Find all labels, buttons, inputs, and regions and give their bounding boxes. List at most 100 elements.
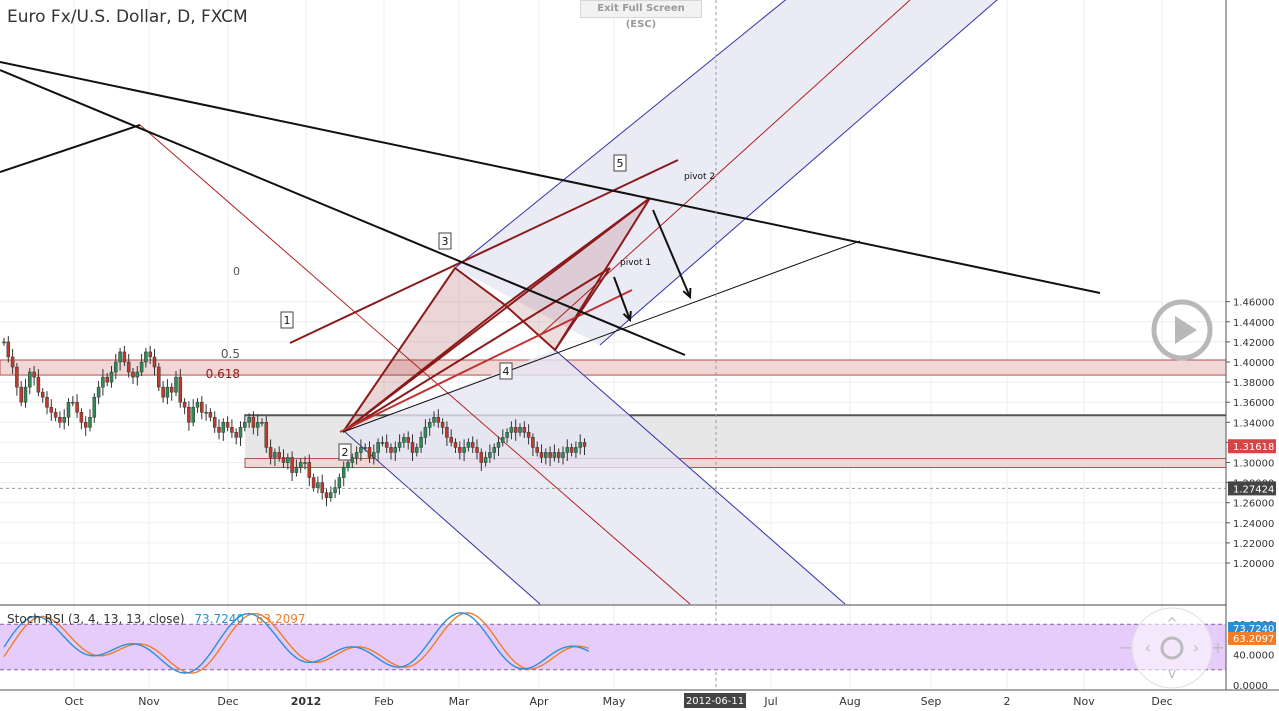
- candle: [105, 376, 109, 383]
- candle: [544, 452, 548, 458]
- indicator-d-value: 63.2097: [255, 612, 306, 626]
- stoch-k-tag-label: 73.7240: [1233, 624, 1274, 635]
- pitchfork-up-edge: [454, 0, 787, 269]
- stoch-tick-label: 40.0000: [1233, 651, 1274, 662]
- time-tick-label: 2: [1004, 695, 1011, 708]
- candle: [432, 417, 436, 423]
- candle: [303, 462, 307, 464]
- pitchfork-up-edge: [599, 0, 998, 346]
- candle: [582, 442, 587, 447]
- wave-label: 5: [617, 157, 624, 170]
- candle: [45, 396, 49, 408]
- stoch-rsi-pane[interactable]: [0, 604, 1279, 674]
- candle: [174, 376, 178, 393]
- candle: [548, 452, 552, 458]
- candle: [552, 452, 557, 458]
- indicator-k-value: 73.7240: [194, 612, 245, 626]
- svg-text:^: ^: [1166, 616, 1178, 632]
- candle: [466, 442, 471, 448]
- svg-text:‹: ‹: [1145, 638, 1151, 657]
- candle: [389, 447, 393, 453]
- chart-title: Euro Fx/U.S. Dollar, D, FXCM: [7, 7, 248, 27]
- candle: [92, 396, 97, 418]
- time-tick-label: Jul: [763, 695, 777, 708]
- candle: [483, 457, 488, 463]
- candle: [449, 437, 453, 443]
- wave-label-box: [280, 311, 294, 329]
- candle: [66, 401, 71, 418]
- candle: [509, 427, 514, 433]
- candle: [488, 452, 492, 458]
- candle: [316, 482, 320, 488]
- wave-label: 4: [503, 365, 510, 378]
- candle: [204, 412, 208, 414]
- candle: [122, 351, 127, 363]
- time-tick-label: Feb: [374, 695, 393, 708]
- candle: [565, 447, 570, 453]
- candle: [578, 442, 582, 448]
- trendline: [0, 124, 141, 173]
- price-tick-label: 1.44000: [1233, 318, 1274, 329]
- price-tick-label: 1.46000: [1233, 298, 1274, 309]
- candle: [402, 437, 406, 443]
- pitchfork-down: [345, 350, 845, 604]
- reset-icon[interactable]: [1160, 636, 1184, 660]
- candle: [15, 366, 19, 388]
- crosshair-date-label: 2012-06-11: [686, 696, 744, 707]
- drawings: [0, 0, 1226, 690]
- candle: [539, 452, 544, 458]
- candle: [341, 467, 346, 478]
- candle: [247, 417, 251, 423]
- candle: [195, 401, 200, 408]
- candle: [49, 406, 54, 413]
- pitchfork-up: [455, 0, 997, 345]
- candle: [169, 386, 174, 393]
- candle: [410, 442, 415, 453]
- last-price-tag: [1228, 439, 1276, 454]
- time-tick-label: May: [603, 695, 626, 708]
- time-tick-label: Nov: [1073, 695, 1095, 708]
- svg-text:v: v: [1168, 666, 1176, 682]
- zones: [0, 0, 1227, 605]
- candle: [191, 406, 195, 423]
- pan-arrows-icon[interactable]: ^ v ‹ ›: [1145, 616, 1199, 682]
- candle: [501, 437, 505, 443]
- candle: [333, 487, 337, 493]
- candle: [363, 447, 367, 449]
- zoom-in-icon[interactable]: +: [1211, 638, 1224, 657]
- exit-fullscreen-button[interactable]: Exit Full Screen (ESC): [580, 0, 702, 30]
- candle: [372, 452, 376, 458]
- candle: [518, 427, 522, 433]
- candle: [522, 427, 527, 433]
- play-icon[interactable]: [1151, 299, 1213, 361]
- candle: [217, 427, 221, 433]
- candle: [148, 351, 152, 358]
- candle: [23, 386, 28, 403]
- candle: [453, 442, 458, 448]
- arrow-down-icon: [613, 276, 631, 321]
- crosshair-price-label: 1.27424: [1233, 484, 1274, 495]
- candle: [526, 432, 531, 438]
- candle: [397, 442, 402, 448]
- candle: [62, 417, 66, 423]
- candle: [290, 457, 294, 473]
- wave-label: 3: [442, 235, 449, 248]
- candle: [423, 427, 428, 438]
- candle: [505, 432, 509, 438]
- candle: [298, 462, 303, 468]
- wave-label: 2: [342, 446, 349, 459]
- candle: [419, 437, 423, 448]
- candle: [139, 361, 144, 373]
- pattern-line: [554, 267, 611, 351]
- fib-05-label: 0.5: [221, 347, 240, 361]
- navigation-control[interactable]: ^ v ‹ › − +: [1116, 606, 1228, 690]
- pivot1-label: pivot 1: [620, 258, 651, 268]
- stoch-d-tag: [1228, 631, 1276, 645]
- wave-label-box: [438, 232, 452, 250]
- zoom-out-icon[interactable]: −: [1119, 638, 1132, 657]
- candle: [109, 371, 114, 383]
- candle: [286, 457, 290, 463]
- wave-label-box: [338, 443, 352, 461]
- candle: [40, 391, 45, 398]
